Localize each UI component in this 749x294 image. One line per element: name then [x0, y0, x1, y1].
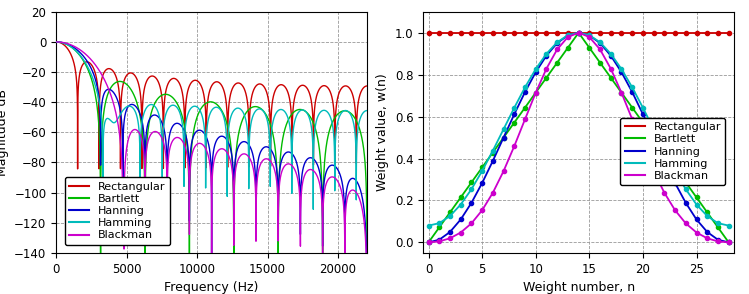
- X-axis label: Weight number, n: Weight number, n: [523, 281, 634, 294]
- Legend: Rectangular, Bartlett, Hanning, Hamming, Blackman: Rectangular, Bartlett, Hanning, Hamming,…: [620, 118, 725, 186]
- Y-axis label: Magnitude dB: Magnitude dB: [0, 89, 9, 176]
- Legend: Rectangular, Bartlett, Hanning, Hamming, Blackman: Rectangular, Bartlett, Hanning, Hamming,…: [65, 177, 170, 245]
- X-axis label: Frequency (Hz): Frequency (Hz): [164, 281, 259, 294]
- Y-axis label: Weight value, w(n): Weight value, w(n): [376, 74, 389, 191]
